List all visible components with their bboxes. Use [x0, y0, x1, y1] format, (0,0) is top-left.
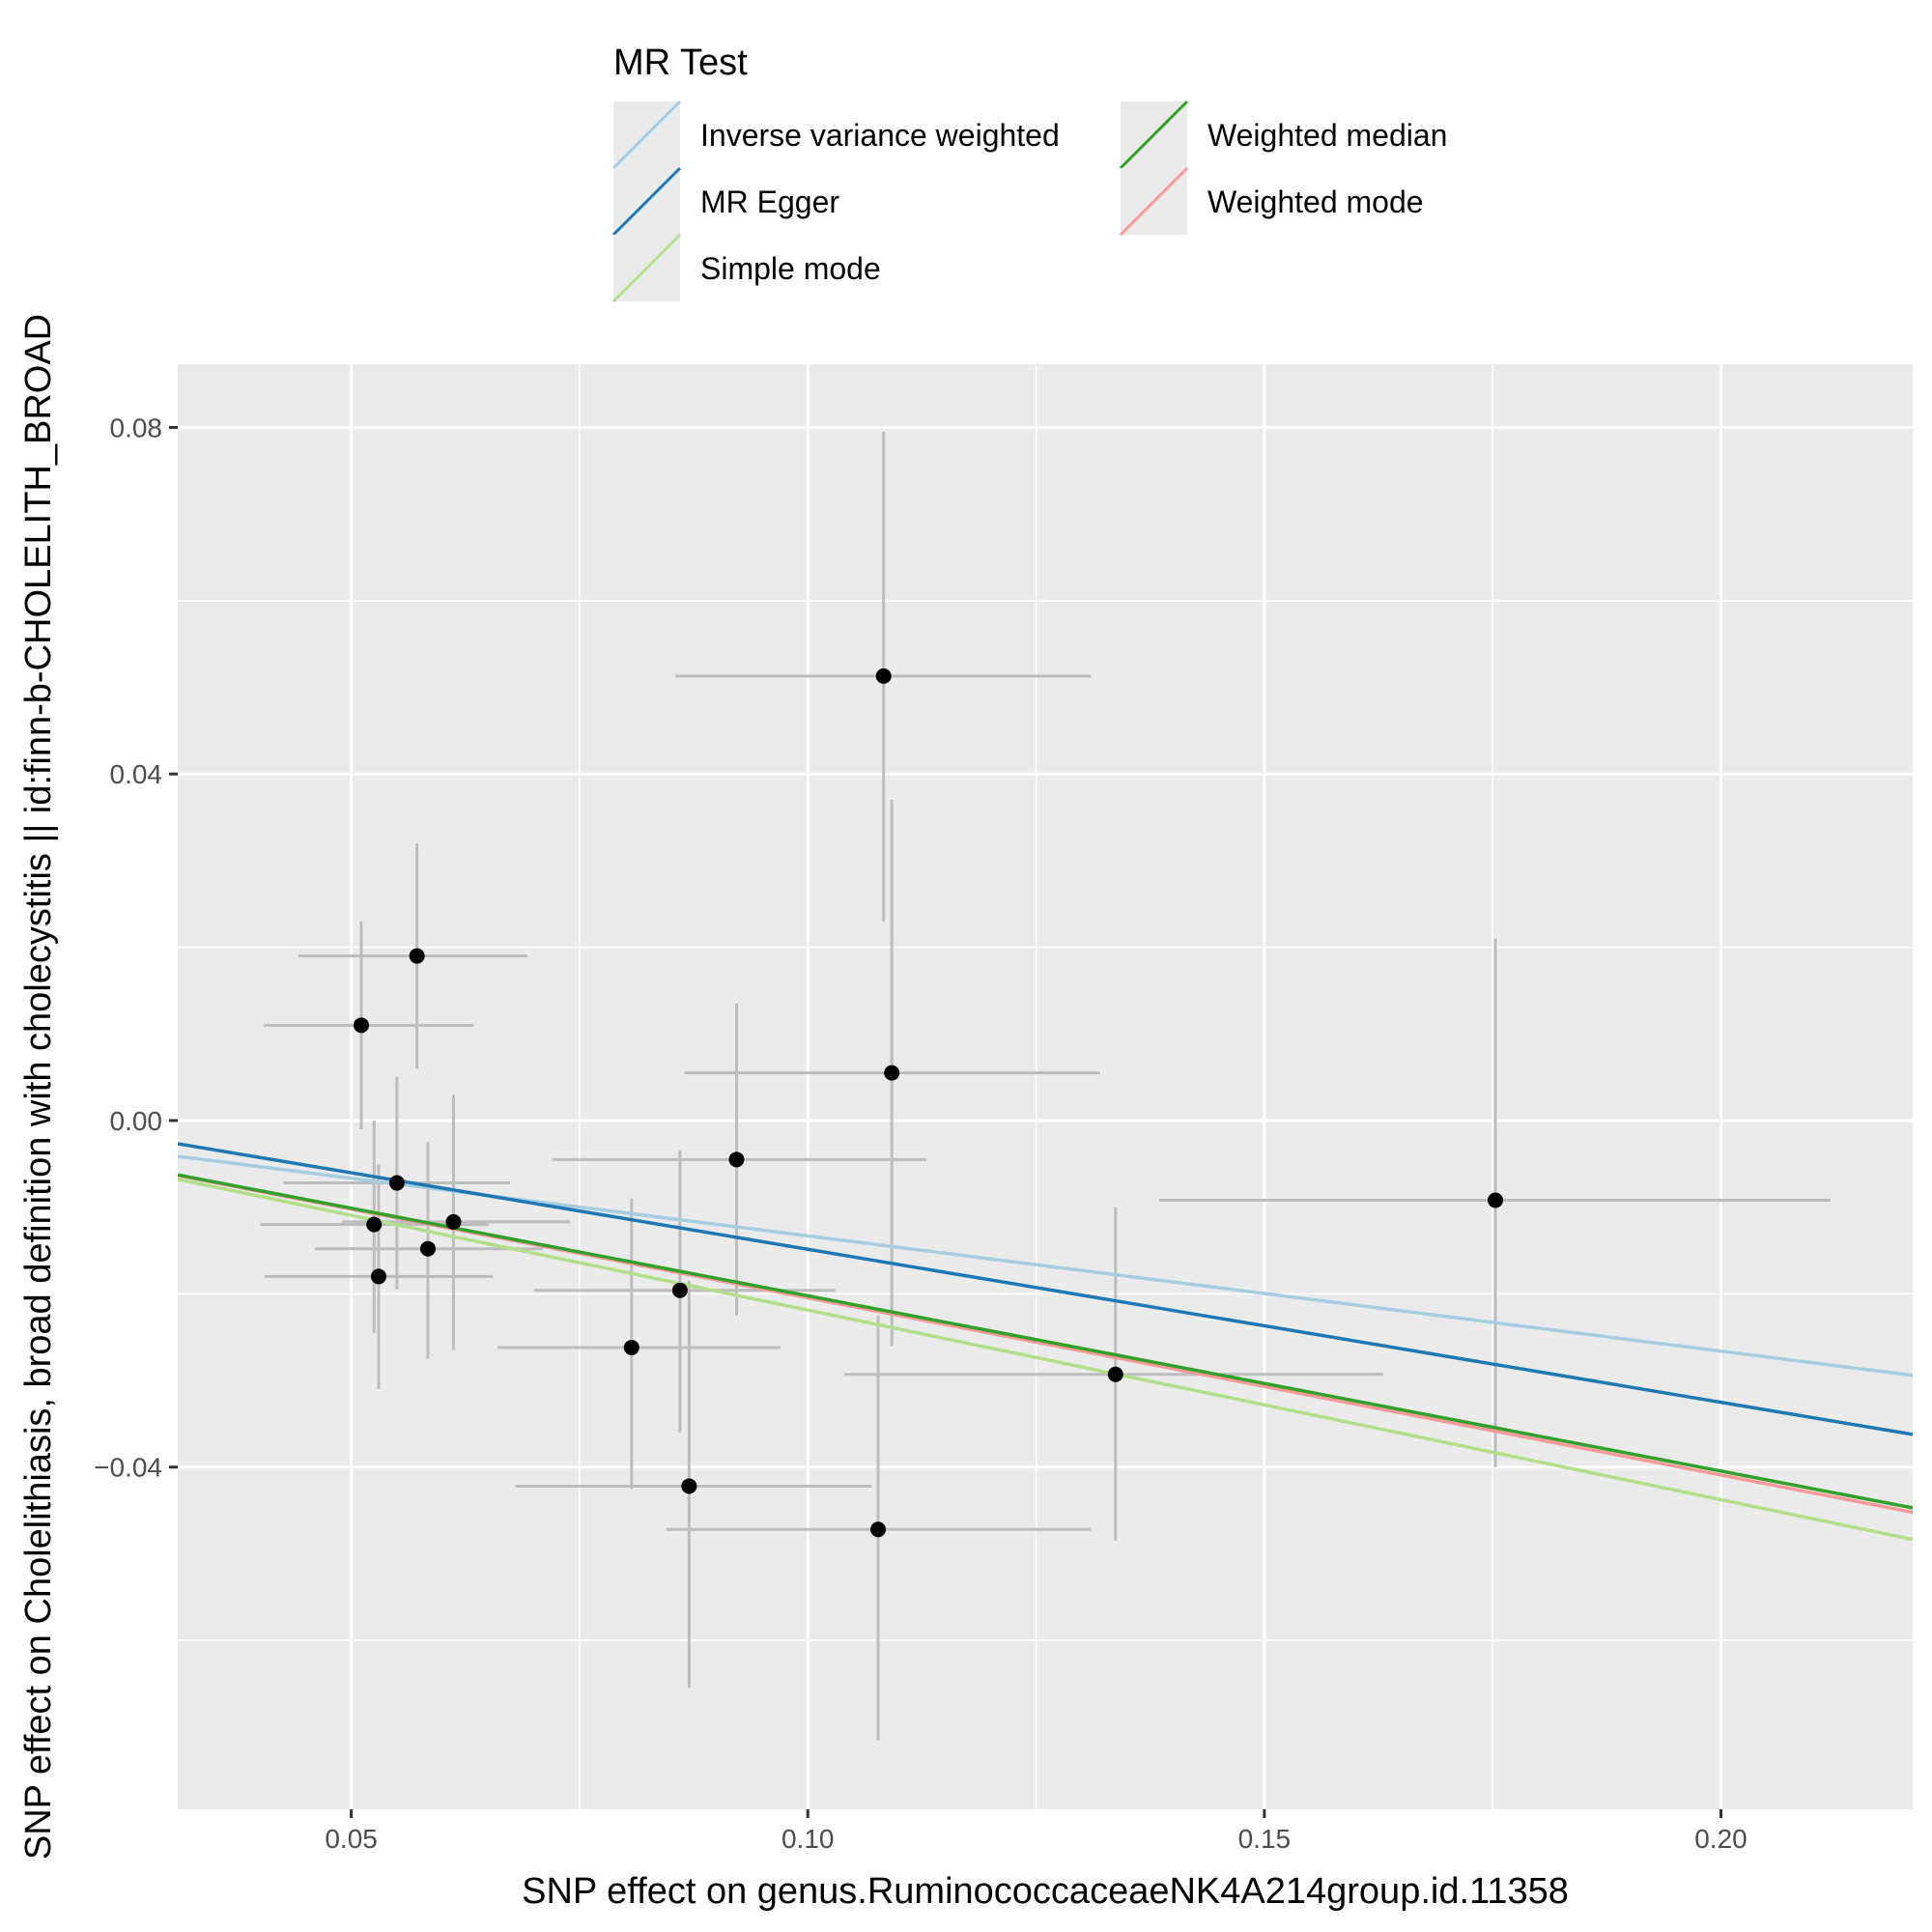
data-point: [420, 1240, 437, 1257]
y-tick-label: 0.00: [110, 1106, 163, 1136]
regression-line-mr-egger: [178, 1142, 1913, 1436]
legend-label-simple-mode: Simple mode: [700, 251, 881, 286]
y-tick-label: −0.04: [94, 1453, 162, 1483]
y-axis-title: SNP effect on Cholelithiasis, broad defi…: [18, 314, 59, 1860]
data-points: [353, 668, 1504, 1538]
legend-label-weighted-mode: Weighted mode: [1208, 185, 1424, 219]
legend-entry-simple-mode: Simple mode: [611, 233, 881, 303]
grid-lines: [178, 364, 1913, 1809]
legend-key-weighted-mode: [1119, 166, 1189, 237]
data-point: [353, 1017, 369, 1034]
legend-label-ivw: Inverse variance weighted: [700, 118, 1060, 153]
data-point: [623, 1339, 639, 1355]
legend-label-mr-egger: MR Egger: [700, 185, 839, 219]
data-point: [1488, 1192, 1504, 1208]
legend-entry-weighted-mode: Weighted mode: [1119, 166, 1424, 237]
legend-entry-mr-egger: MR Egger: [611, 166, 839, 237]
legend-label-weighted-median: Weighted median: [1208, 118, 1447, 153]
x-axis: 0.05 0.10 0.15 0.20: [325, 1809, 1747, 1854]
data-point: [884, 1065, 900, 1081]
y-tick-label: 0.08: [110, 412, 163, 442]
x-tick-label: 0.10: [781, 1824, 835, 1854]
legend-title: MR Test: [613, 43, 748, 83]
data-point: [388, 1175, 405, 1191]
regression-line-weighted-median: [178, 1173, 1913, 1510]
legend-key-weighted-median: [1119, 99, 1189, 170]
y-tick-label: 0.04: [110, 759, 163, 789]
data-point: [681, 1478, 697, 1494]
regression-line-simple-mode: [178, 1178, 1913, 1542]
data-point: [370, 1268, 386, 1285]
legend-key-simple-mode: [611, 233, 682, 303]
data-point: [728, 1151, 745, 1168]
legend-entry-ivw: Inverse variance weighted: [611, 99, 1060, 170]
x-tick-label: 0.05: [325, 1824, 378, 1854]
legend: MR Test Inverse variance weighted MR Egg…: [611, 43, 1447, 303]
data-point: [1107, 1366, 1123, 1382]
data-point: [875, 668, 892, 684]
plot-panel: [178, 364, 1913, 1809]
data-point: [409, 948, 425, 964]
legend-key-ivw: [611, 99, 682, 170]
y-axis: 0.08 0.04 0.00 −0.04: [94, 412, 178, 1483]
x-tick-label: 0.15: [1238, 1824, 1292, 1854]
data-point: [445, 1213, 462, 1230]
data-point: [671, 1282, 688, 1298]
data-point: [870, 1521, 887, 1538]
regression-lines: [178, 1142, 1913, 1542]
legend-key-mr-egger: [611, 166, 682, 237]
data-point: [366, 1216, 383, 1233]
legend-entry-weighted-median: Weighted median: [1119, 99, 1447, 170]
x-tick-label: 0.20: [1694, 1824, 1747, 1854]
x-axis-title: SNP effect on genus.RuminococcaceaeNK4A2…: [522, 1871, 1569, 1912]
